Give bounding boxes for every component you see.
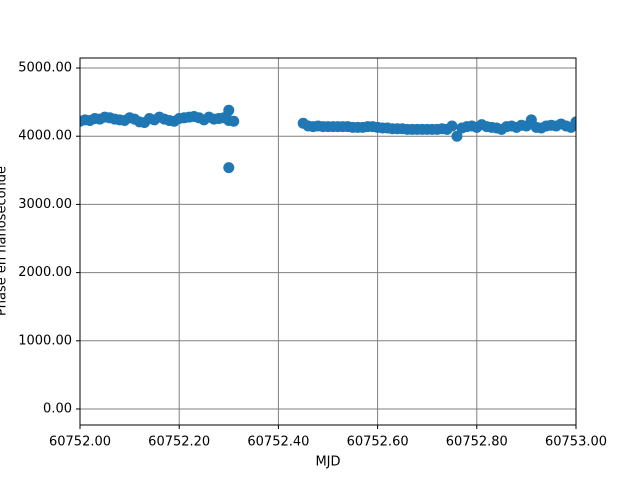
y-tick-label: 2000.00: [18, 265, 72, 280]
point: [228, 115, 240, 127]
y-tick-label: 0.00: [43, 401, 72, 416]
ticks: 60752.00 60752.20 60752.40 60752.60 60752.80…: [18, 61, 607, 450]
axes-frame: [79, 57, 577, 426]
x-tick-label: 60752.40: [247, 435, 309, 450]
point: [223, 162, 235, 174]
y-tick-label: 3000.00: [18, 197, 72, 212]
points: [80, 104, 576, 174]
x-tick-label: 60752.60: [347, 435, 409, 450]
y-tick-label: 5000.00: [18, 61, 72, 76]
x-tick-label: 60752.00: [49, 435, 111, 450]
y-tick-label: 4000.00: [18, 129, 72, 144]
point: [446, 120, 458, 132]
point: [570, 116, 576, 128]
x-tick-label: 60753.00: [545, 435, 607, 450]
x-tick-label: 60752.80: [446, 435, 508, 450]
point: [451, 130, 463, 142]
x-tick-label: 60752.20: [148, 435, 210, 450]
point: [223, 104, 235, 116]
y-axis-label: Phase en nanoseconde: [0, 166, 10, 316]
x-axis-label: MJD: [315, 455, 340, 470]
y-tick-label: 1000.00: [18, 333, 72, 348]
